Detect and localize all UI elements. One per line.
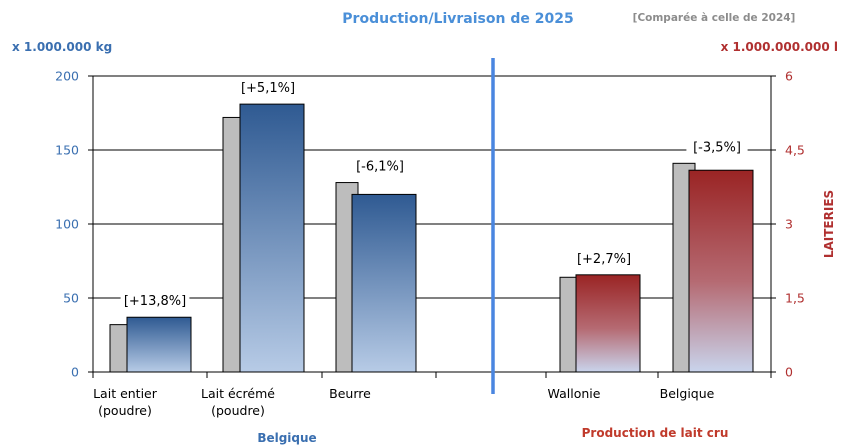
- data-label-bg: [120, 292, 190, 311]
- left-tick-label: 50: [63, 291, 79, 306]
- data-label-belgique: [-3,5%]: [693, 140, 741, 155]
- right-tick-label: 1,5: [785, 291, 805, 306]
- right-tick-label: 0: [785, 365, 793, 380]
- data-label-beurre: [-6,1%]: [356, 160, 404, 175]
- group-label-belgique: Belgique: [257, 431, 316, 445]
- left-tick-label: 150: [55, 143, 79, 158]
- right-tick-label: 3: [785, 217, 793, 232]
- data-label-wallonie: [+2,7%]: [577, 252, 631, 267]
- data-label-lait-cr-m-: [+5,1%]: [241, 81, 295, 96]
- right-axis-title: LAITERIES: [822, 190, 836, 258]
- category-sublabel-lait-entier: (poudre): [98, 403, 152, 418]
- bar-2025-belgique: [688, 169, 754, 373]
- right-tick-label: 6: [785, 69, 793, 84]
- data-label-bg: [349, 157, 411, 176]
- axes: [88, 58, 776, 394]
- category-sublabel-lait-cr-m-: (poudre): [211, 403, 265, 418]
- data-label-bg: [237, 79, 299, 98]
- data-label-lait-entier: [+13,8%]: [124, 294, 186, 309]
- data-label-bg: [573, 249, 635, 268]
- right-axis-unit: x 1.000.000.000 l: [721, 40, 838, 54]
- category-label-lait-cr-m-: Lait écrémé: [201, 386, 275, 401]
- category-label-beurre: Beurre: [329, 386, 371, 401]
- bar-2025-beurre: [351, 193, 417, 373]
- category-label-wallonie: Wallonie: [548, 386, 601, 401]
- left-tick-label: 0: [71, 365, 79, 380]
- group-label-production-lait-cru: Production de lait cru: [582, 426, 729, 440]
- gridlines: [93, 75, 771, 299]
- chart-title: Production/Livraison de 2025: [342, 11, 573, 27]
- bar-2025-lait-entier: [126, 316, 192, 373]
- left-axis-unit: x 1.000.000 kg: [12, 40, 112, 54]
- left-tick-label: 200: [55, 69, 79, 84]
- right-tick-label: 4,5: [785, 143, 805, 158]
- bar-2025-wallonie: [575, 274, 641, 373]
- category-label-belgique: Belgique: [660, 386, 715, 401]
- bar-2025-lait-cr-m-: [239, 103, 305, 373]
- comparison-note: [Comparée à celle de 2024]: [633, 12, 796, 24]
- bars: [109, 103, 754, 373]
- labels: 0 50 100 150 200 0 1,5 3 4,5 6 [+13,8%] Lait entier…: [55, 69, 805, 419]
- category-label-lait-entier: Lait entier: [93, 386, 158, 401]
- data-label-bg: [686, 138, 748, 157]
- left-tick-label: 100: [55, 217, 79, 232]
